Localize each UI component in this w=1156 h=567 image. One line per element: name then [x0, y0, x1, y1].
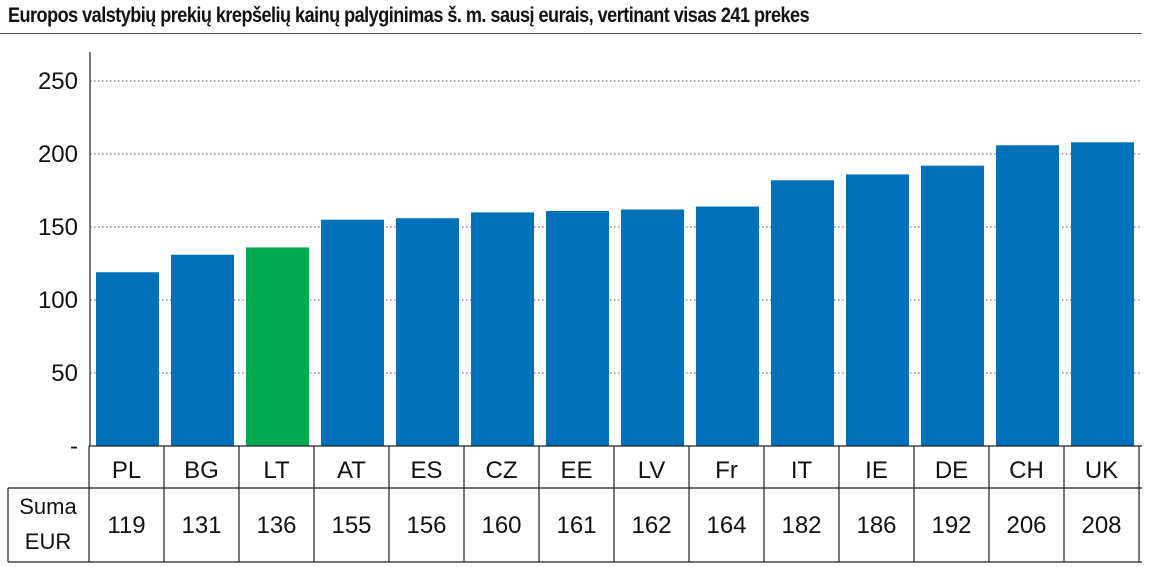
y-tick-label: 50 — [51, 360, 78, 387]
y-tick-label: 250 — [38, 68, 78, 95]
y-tick-label: - — [70, 433, 78, 460]
chart-title: Europos valstybių prekių krepšelių kainų… — [8, 4, 810, 27]
data-value-label: 155 — [331, 512, 371, 539]
x-tick-label: CZ — [486, 457, 518, 484]
x-tick-label: Fr — [715, 457, 738, 484]
bar-cz — [471, 212, 534, 446]
bar-ie — [846, 174, 909, 446]
bar-uk — [1071, 142, 1134, 446]
data-value-label: 206 — [1006, 512, 1046, 539]
title-underline — [0, 33, 1142, 34]
data-value-label: 161 — [556, 512, 596, 539]
table-row-label: EUR — [25, 529, 71, 554]
data-table: Suma EUR PL 119 BG 131 LT 136 AT 155 ES 156 CZ 160 EE 1… — [7, 445, 1142, 563]
data-value-label: 119 — [107, 512, 145, 539]
y-tick-label: 150 — [38, 214, 78, 241]
x-tick-label: IE — [865, 457, 888, 484]
bar-ee — [546, 210, 609, 446]
x-tick-label: ES — [410, 457, 442, 484]
bars — [96, 142, 1134, 447]
bar-de — [921, 165, 984, 446]
x-tick-label: UK — [1085, 457, 1118, 484]
bar-lv — [621, 209, 684, 446]
bar-fr — [696, 206, 759, 446]
x-tick-label: LV — [638, 457, 666, 484]
data-value-label: 156 — [406, 512, 446, 539]
data-value-label: 182 — [781, 512, 821, 539]
y-tick-label: 100 — [38, 287, 78, 314]
bar-es — [396, 218, 459, 446]
data-value-label: 131 — [181, 512, 221, 539]
bar-ch — [996, 145, 1059, 447]
bar-at — [321, 219, 384, 446]
x-tick-label: PL — [112, 457, 141, 484]
x-tick-label: LT — [263, 457, 290, 484]
data-value-label: 192 — [931, 512, 971, 539]
data-value-label: 160 — [481, 512, 521, 539]
data-value-label: 164 — [706, 512, 746, 539]
bar-lt — [246, 247, 309, 446]
data-value-label: 208 — [1081, 512, 1121, 539]
x-tick-label: DE — [935, 457, 968, 484]
x-tick-label: BG — [184, 457, 219, 484]
data-value-label: 162 — [631, 512, 671, 539]
x-tick-label: CH — [1009, 457, 1044, 484]
table-row-label: Suma — [19, 494, 77, 519]
x-tick-label: AT — [337, 457, 366, 484]
y-tick-label: 200 — [38, 141, 78, 168]
y-axis: - 50 100 150 200 250 — [38, 52, 91, 460]
bar-bg — [171, 254, 234, 446]
data-value-label: 186 — [856, 512, 896, 539]
bar-pl — [96, 272, 159, 446]
x-tick-label: IT — [791, 457, 813, 484]
x-tick-label: EE — [560, 457, 592, 484]
bar-it — [771, 180, 834, 446]
data-value-label: 136 — [256, 512, 296, 539]
